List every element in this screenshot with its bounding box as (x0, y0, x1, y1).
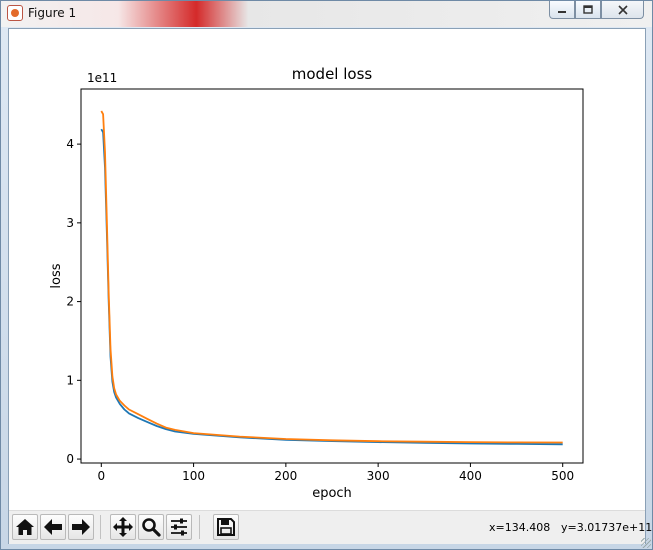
toolbar-separator (100, 515, 101, 539)
matplotlib-app-icon (7, 5, 23, 21)
floppy-disk-icon (217, 518, 235, 536)
figure-canvas-area: model loss 1e11 epoch loss 0 100 200 300 400… (8, 28, 652, 544)
toolbar-separator (199, 515, 200, 539)
sliders-icon (171, 518, 187, 536)
save-button[interactable] (213, 514, 239, 540)
x-axis-label: epoch (312, 486, 352, 501)
resize-grip[interactable] (641, 538, 651, 548)
minimize-icon (558, 10, 566, 13)
maximize-icon (583, 4, 593, 14)
navigation-toolbar: x=134.408 y=3.01737e+11 (9, 510, 652, 544)
y-axis-label: loss (49, 263, 64, 288)
close-icon (617, 4, 628, 15)
zoom-button[interactable] (138, 514, 164, 540)
plot-axes-frame (80, 88, 584, 464)
x-tick-label: 500 (551, 469, 574, 483)
arrow-right-icon (72, 519, 90, 535)
x-tick-label: 400 (459, 469, 482, 483)
configure-subplots-button[interactable] (166, 514, 192, 540)
y-tick-label: 3 (66, 216, 74, 230)
axis-ticks: 0 100 200 300 400 500 0 1 2 3 4 (66, 137, 574, 483)
move-icon (113, 517, 133, 537)
arrow-left-icon (44, 519, 62, 535)
home-icon (16, 519, 34, 535)
forward-button[interactable] (68, 514, 94, 540)
maximize-button[interactable] (575, 1, 601, 19)
x-tick-label: 200 (274, 469, 297, 483)
magnifier-icon (142, 518, 161, 537)
cursor-x-readout: x=134.408 (489, 521, 551, 534)
y-offset-text: 1e11 (87, 71, 117, 85)
window-controls (549, 1, 644, 21)
chart-title: model loss (292, 65, 373, 83)
y-tick-label: 0 (66, 452, 74, 466)
home-button[interactable] (12, 514, 38, 540)
x-tick-label: 300 (367, 469, 390, 483)
x-tick-label: 100 (182, 469, 205, 483)
back-button[interactable] (40, 514, 66, 540)
x-tick-label: 0 (97, 469, 105, 483)
y-tick-label: 2 (66, 295, 74, 309)
series-lines (100, 110, 563, 446)
window-title: Figure 1 (28, 6, 77, 20)
cursor-y-readout: y=3.01737e+11 (561, 521, 653, 534)
y-tick-label: 1 (66, 373, 74, 387)
y-tick-label: 4 (66, 137, 74, 151)
series-line-2 (100, 110, 563, 444)
close-button[interactable] (601, 1, 644, 19)
minimize-button[interactable] (549, 1, 575, 19)
loss-chart[interactable]: model loss 1e11 epoch loss 0 100 200 300 400… (9, 29, 645, 509)
title-bar[interactable]: Figure 1 (1, 1, 652, 27)
pan-button[interactable] (110, 514, 136, 540)
